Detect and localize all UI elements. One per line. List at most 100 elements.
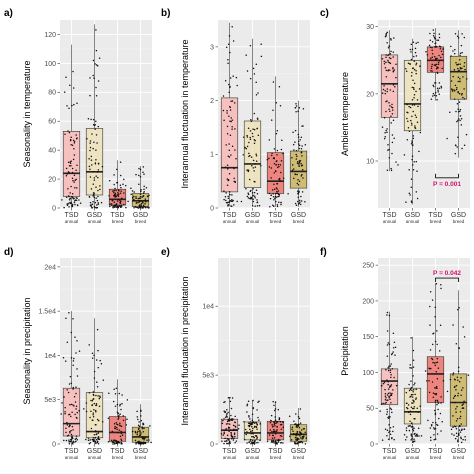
data-point: [299, 201, 301, 203]
data-point: [139, 441, 141, 443]
data-point: [120, 439, 123, 442]
box-gsd-annual: [83, 318, 105, 445]
data-point: [383, 60, 386, 63]
data-point: [231, 397, 234, 399]
data-point: [393, 376, 395, 379]
data-point: [140, 190, 142, 192]
data-point: [414, 114, 417, 116]
data-point: [95, 359, 98, 361]
data-point: [65, 439, 68, 442]
data-point: [275, 187, 278, 189]
box-tsd-breed: [260, 76, 285, 208]
data-point: [119, 205, 122, 207]
data-point: [379, 410, 381, 412]
data-point: [436, 72, 439, 74]
y-axis-label: Interannual fluctuation in temperature: [180, 39, 190, 188]
data-point: [457, 440, 459, 443]
data-point: [95, 206, 98, 209]
y-tick-label: 1: [210, 152, 214, 159]
data-point: [434, 422, 437, 424]
data-point: [94, 436, 97, 439]
data-point: [90, 188, 93, 190]
data-point: [452, 397, 455, 399]
data-point: [386, 31, 389, 34]
data-point: [227, 423, 229, 425]
data-point: [115, 387, 118, 390]
data-point: [95, 49, 98, 52]
data-point: [119, 424, 121, 427]
data-point: [300, 162, 302, 165]
data-point: [276, 192, 278, 194]
data-point: [76, 340, 78, 342]
data-point: [117, 423, 119, 426]
data-point: [390, 167, 392, 170]
data-point: [457, 108, 459, 110]
data-point: [120, 432, 123, 435]
data-point: [120, 206, 123, 208]
data-point: [111, 430, 114, 433]
data-point: [228, 190, 231, 193]
data-point: [419, 65, 421, 67]
data-point: [453, 69, 456, 71]
data-point: [229, 400, 232, 403]
data-point: [388, 343, 391, 345]
data-point: [251, 436, 253, 438]
data-point: [406, 402, 408, 405]
data-point: [387, 380, 389, 383]
data-point: [230, 117, 232, 119]
data-point: [272, 400, 274, 403]
data-point: [412, 366, 415, 368]
y-tick-label: 3: [210, 44, 214, 51]
y-tick-label: 250: [362, 263, 374, 270]
data-point: [380, 403, 383, 405]
data-point: [438, 87, 441, 89]
data-point: [143, 437, 146, 439]
data-point: [95, 86, 97, 89]
data-point: [148, 439, 150, 441]
data-point: [274, 408, 277, 410]
data-point: [92, 171, 95, 173]
data-point: [116, 200, 119, 202]
data-point: [137, 424, 140, 427]
y-tick-label: 80: [48, 90, 56, 97]
data-point: [412, 135, 415, 137]
data-point: [287, 192, 289, 195]
data-point: [95, 120, 97, 122]
data-point: [99, 185, 101, 187]
data-point: [435, 392, 438, 395]
data-point: [302, 108, 305, 110]
data-point: [121, 442, 123, 445]
data-point: [246, 442, 248, 444]
data-point: [463, 400, 465, 402]
data-point: [387, 69, 390, 71]
data-point: [410, 58, 413, 61]
data-point: [298, 199, 301, 202]
data-point: [225, 440, 228, 442]
data-point: [75, 178, 77, 181]
data-point: [385, 75, 388, 78]
data-point: [125, 424, 128, 426]
data-point: [296, 200, 299, 203]
data-point: [88, 158, 90, 160]
y-tick-label: 50: [366, 406, 374, 413]
data-point: [454, 378, 456, 381]
data-point: [459, 415, 462, 418]
data-point: [230, 418, 232, 421]
data-point: [133, 198, 135, 201]
data-point: [407, 411, 410, 414]
data-point: [390, 57, 392, 60]
data-point: [459, 119, 461, 122]
data-point: [298, 160, 301, 162]
data-point: [394, 354, 396, 356]
data-point: [271, 439, 273, 442]
data-point: [236, 84, 238, 87]
data-point: [384, 90, 386, 92]
data-point: [73, 140, 76, 143]
data-point: [298, 438, 300, 440]
data-point: [95, 134, 98, 136]
data-point: [120, 186, 122, 189]
data-point: [96, 386, 99, 388]
data-point: [220, 433, 223, 435]
x-tick-label: TSD: [269, 212, 283, 219]
